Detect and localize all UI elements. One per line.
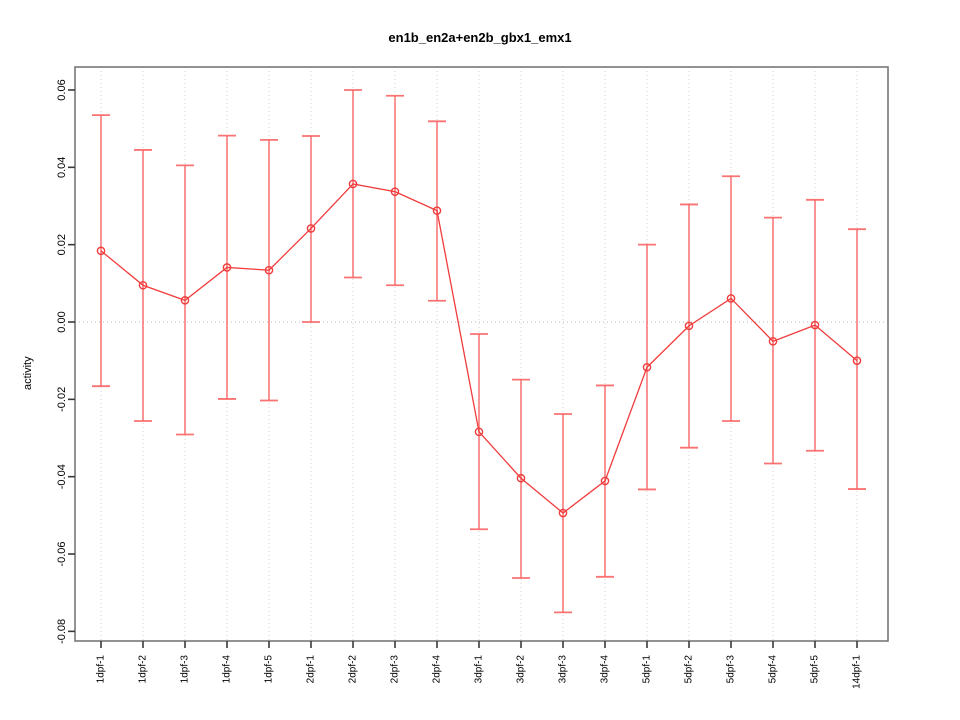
data-point-marker[interactable] xyxy=(390,187,400,196)
x-tick-label: 1dpf-3 xyxy=(180,655,191,684)
data-point-marker[interactable] xyxy=(264,265,274,275)
x-tick-label: 14dpf-1 xyxy=(852,655,863,689)
x-tick-label: 5dpf-3 xyxy=(726,655,737,684)
x-tick-label: 2dpf-1 xyxy=(306,655,317,684)
error-bars xyxy=(92,89,866,614)
x-tick-label: 1dpf-1 xyxy=(96,655,107,684)
x-tick-label: 5dpf-1 xyxy=(642,655,653,684)
chart-title: en1b_en2a+en2b_gbx1_emx1 xyxy=(388,30,572,45)
x-tick-label: 3dpf-4 xyxy=(600,655,611,684)
data-point-marker[interactable] xyxy=(600,476,610,486)
y-tick-label: -0.04 xyxy=(56,464,68,489)
x-tick-label: 5dpf-4 xyxy=(768,655,779,684)
data-point-marker[interactable] xyxy=(138,280,148,290)
data-point-marker[interactable] xyxy=(726,294,736,303)
data-point-marker[interactable] xyxy=(558,508,568,518)
y-tick-label: -0.02 xyxy=(56,387,68,412)
data-point-marker[interactable] xyxy=(642,362,652,372)
data-point-marker[interactable] xyxy=(768,337,778,346)
x-axis-ticks: 1dpf-1 1dpf-2 1dpf-3 1dpf-4 1dpf-5 2dpf-1 2dpf… xyxy=(96,641,863,689)
data-points xyxy=(96,179,862,518)
x-tick-label: 1dpf-4 xyxy=(222,655,233,684)
x-tick-label: 5dpf-5 xyxy=(810,655,821,684)
data-point-marker[interactable] xyxy=(306,224,316,233)
x-tick-label: 3dpf-1 xyxy=(474,655,485,684)
data-point-marker[interactable] xyxy=(684,321,694,331)
series-line xyxy=(100,183,858,514)
y-tick-label: 0.04 xyxy=(56,157,68,178)
data-point-marker[interactable] xyxy=(348,179,358,189)
data-point-marker[interactable] xyxy=(180,296,190,305)
x-tick-label: 2dpf-4 xyxy=(432,655,443,684)
data-point-marker[interactable] xyxy=(516,473,526,483)
y-tick-label: -0.08 xyxy=(56,619,68,644)
data-point-marker[interactable] xyxy=(96,246,106,256)
data-point-marker[interactable] xyxy=(474,427,484,437)
y-tick-label: 0.06 xyxy=(56,79,68,100)
data-point-marker[interactable] xyxy=(432,206,442,215)
y-tick-label: -0.06 xyxy=(56,541,68,566)
x-tick-label: 2dpf-2 xyxy=(348,655,359,684)
x-tick-label: 5dpf-2 xyxy=(684,655,695,684)
x-tick-label: 2dpf-3 xyxy=(390,655,401,684)
x-tick-label: 1dpf-2 xyxy=(138,655,149,684)
x-tick-label: 3dpf-2 xyxy=(516,655,527,684)
y-tick-label: 0.02 xyxy=(56,234,68,255)
plot-frame xyxy=(74,66,889,642)
x-tick-label: 1dpf-5 xyxy=(264,655,275,684)
data-point-marker[interactable] xyxy=(852,356,862,365)
y-tick-label: 0.00 xyxy=(56,311,68,332)
data-point-marker[interactable] xyxy=(222,263,232,272)
data-point-marker[interactable] xyxy=(810,320,820,330)
y-axis-ticks: 0.06 0.04 0.02 0.00 -0.02 -0.04 -0.06 -0.08 xyxy=(56,79,75,644)
x-tick-label: 3dpf-3 xyxy=(558,655,569,684)
